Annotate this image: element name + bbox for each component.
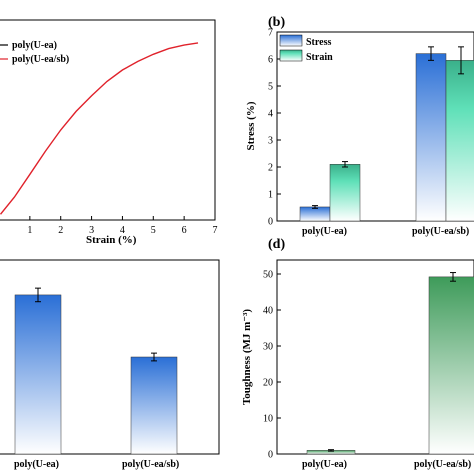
- panel-d-letter: (d): [268, 237, 285, 252]
- legend-label-poly-u-ea: poly(U-ea): [12, 40, 57, 51]
- panel-d-ylabel: Toughness (MJ m⁻³): [241, 309, 253, 405]
- panel-d-y-tick-label: 0: [268, 450, 273, 461]
- series-line-poly-u-ea-sb: [0, 42, 199, 215]
- panel-a-legend: poly(U-ea) poly(U-ea/sb): [0, 40, 69, 65]
- panel-a-x-tick-label: 7: [213, 225, 218, 236]
- panel-d-y-ticks: 0 10 20 30 40 50: [263, 270, 281, 461]
- panel-d-y-tick-label: 40: [263, 306, 273, 317]
- bar-strain-1: [329, 164, 361, 222]
- panel-b-y-tick-label: 7: [268, 28, 273, 39]
- panel-a-line-chart: 1 2 3 4 5 6 7 Strain (%) poly(U-ea) poly(U-ea/…: [0, 19, 218, 246]
- panel-d-y-tick-label: 10: [263, 414, 273, 425]
- bar-panel-c-2: [130, 356, 178, 455]
- panel-b-y-ticks: 0 1 2 3 4 5 6 7: [268, 28, 281, 228]
- panel-d-category-2: poly(U-ea/sb): [414, 459, 471, 470]
- panel-b-y-tick-label: 0: [268, 217, 273, 228]
- panel-b-y-tick-label: 6: [268, 55, 273, 66]
- panel-a-xlabel: Strain (%): [86, 234, 137, 246]
- legend-label-poly-u-ea-sb: poly(U-ea/sb): [12, 54, 69, 65]
- panel-b-ylabel: Stress (%): [245, 101, 257, 150]
- panel-d-category-1: poly(U-ea): [302, 459, 347, 470]
- panel-d-y-tick-label: 20: [263, 378, 273, 389]
- panel-b-y-tick-label: 5: [268, 82, 273, 93]
- bar-panel-c-1: [14, 294, 62, 455]
- panel-d-y-tick-label: 30: [263, 342, 273, 353]
- panel-b-y-tick-label: 4: [268, 109, 273, 120]
- panel-b-bar-chart: (b) 0 1 2 3 4 5 6 7 Stress (%) Stress Strain po…: [245, 15, 474, 237]
- panel-a-frame: [0, 19, 216, 221]
- panel-b-category-2: poly(U-ea/sb): [412, 226, 469, 237]
- panel-a-x-tick-label: 5: [151, 225, 156, 236]
- panel-b-legend: Stress Strain: [279, 34, 333, 63]
- legend-swatch-stress: [279, 34, 303, 47]
- panel-b-bars: [299, 46, 474, 222]
- panel-a-x-tick-label: 1: [27, 225, 32, 236]
- panel-a-x-tick-label: 3: [89, 225, 94, 236]
- bar-strain-2: [445, 60, 474, 222]
- panel-b-frame: [276, 31, 474, 222]
- panel-a-x-tick-label: 2: [58, 225, 63, 236]
- panel-c-category-1: poly(U-ea): [14, 459, 59, 470]
- panel-a-x-tick-label: 6: [182, 225, 187, 236]
- panel-d-y-tick-label: 50: [263, 270, 273, 281]
- panel-c-bars: [14, 287, 178, 455]
- panel-d-bars: [306, 272, 474, 455]
- legend-swatch-strain: [279, 49, 303, 62]
- panel-b-category-1: poly(U-ea): [302, 226, 347, 237]
- panel-a-x-tick-label: 4: [120, 225, 125, 236]
- bar-stress-2: [415, 53, 447, 222]
- legend-label-strain: Strain: [306, 52, 333, 63]
- panel-c-frame: [0, 259, 220, 455]
- panel-c-category-2: poly(U-ea/sb): [122, 459, 179, 470]
- panel-c-bar-chart: poly(U-ea) poly(U-ea/sb): [0, 259, 220, 470]
- bar-panel-d-2: [428, 276, 474, 455]
- panel-b-y-tick-label: 1: [268, 190, 273, 201]
- panel-b-y-tick-label: 2: [268, 163, 273, 174]
- bar-stress-1: [299, 206, 331, 222]
- panel-b-letter: (b): [268, 15, 285, 30]
- panel-a-x-ticks: 1 2 3 4 5 6 7: [27, 216, 218, 236]
- panel-d-bar-chart: (d) 0 10 20 30 40 50 Toughness (MJ m⁻³) poly(…: [241, 237, 474, 470]
- panel-b-y-tick-label: 3: [268, 136, 273, 147]
- panel-d-frame: [276, 259, 474, 455]
- legend-label-stress: Stress: [306, 37, 331, 48]
